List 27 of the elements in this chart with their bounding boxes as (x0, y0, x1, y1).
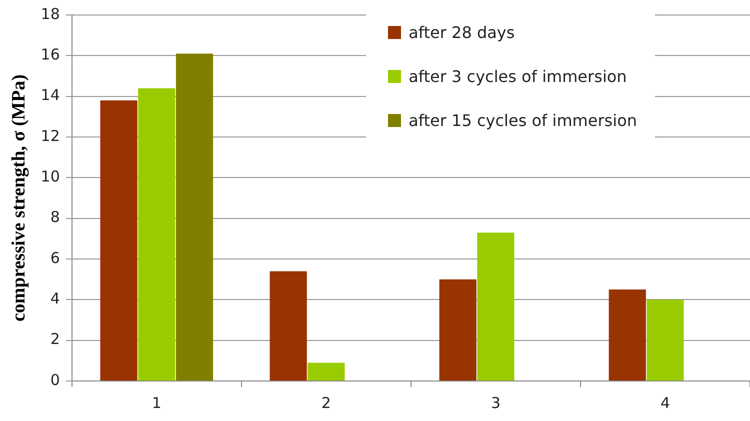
x-tick-label: 2 (321, 394, 331, 412)
legend-label: after 3 cycles of immersion (408, 66, 627, 86)
bar (176, 54, 214, 380)
x-tick-label: 3 (490, 394, 500, 412)
legend-label: after 28 days (408, 22, 515, 42)
bar (100, 100, 138, 380)
bar (138, 88, 176, 380)
y-tick-label: 10 (40, 168, 60, 186)
y-tick-label: 18 (40, 4, 60, 23)
y-tick-label: 8 (50, 208, 60, 226)
y-tick-label: 14 (40, 86, 60, 104)
x-tick-label: 1 (152, 394, 162, 412)
bar (646, 300, 684, 380)
bar (308, 362, 345, 380)
y-tick-label: 4 (50, 290, 60, 308)
y-axis-title: compressive strength, σ (MPa) (8, 74, 30, 322)
y-tick-label: 0 (50, 370, 60, 389)
bar (477, 232, 514, 380)
y-tick-label: 2 (50, 330, 60, 348)
x-tick-label: 4 (660, 394, 670, 412)
bar (608, 290, 646, 380)
bar (439, 279, 476, 380)
y-tick-label: 16 (40, 46, 60, 64)
bar (270, 271, 307, 380)
y-tick-label: 12 (40, 126, 60, 145)
legend-label: after 15 cycles of immersion (408, 110, 637, 130)
y-tick-label: 6 (50, 248, 60, 267)
